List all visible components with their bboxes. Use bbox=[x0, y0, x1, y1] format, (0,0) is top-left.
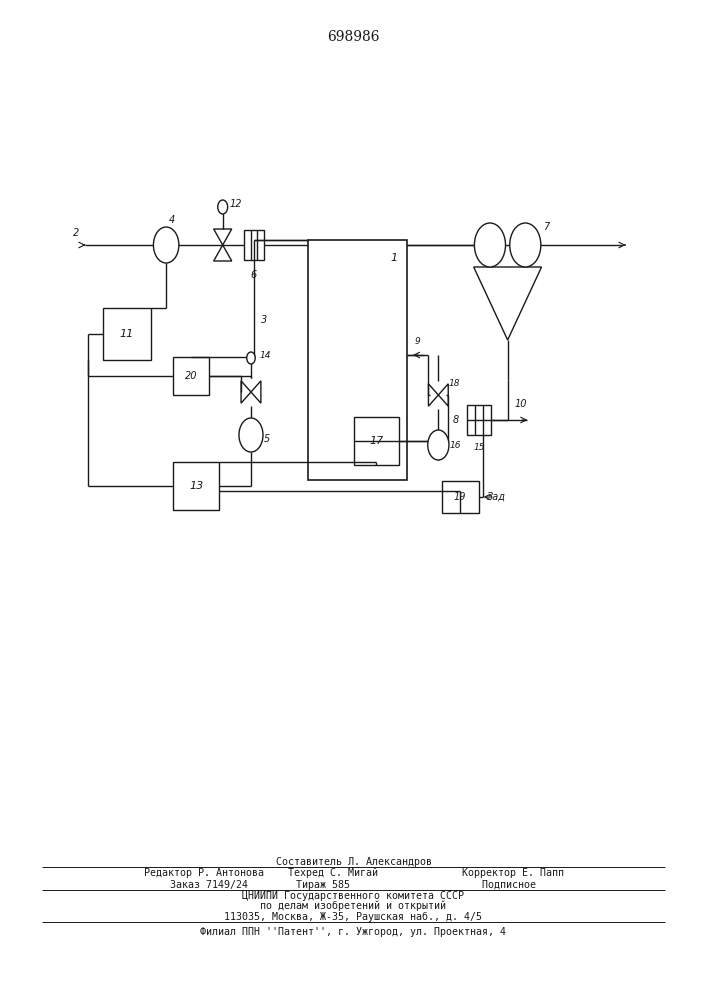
Text: 9: 9 bbox=[414, 338, 420, 347]
Circle shape bbox=[510, 223, 541, 267]
Bar bbox=[467, 405, 491, 435]
Text: Составитель Л. Александров: Составитель Л. Александров bbox=[276, 857, 431, 867]
Text: Заказ 7149/24        Тираж 585                      Подписное: Заказ 7149/24 Тираж 585 Подписное bbox=[170, 880, 537, 890]
Text: Зад: Зад bbox=[487, 492, 506, 502]
Text: 14: 14 bbox=[259, 352, 271, 360]
Text: 1: 1 bbox=[390, 253, 397, 263]
Text: 16: 16 bbox=[450, 441, 461, 450]
Text: 3: 3 bbox=[262, 315, 267, 325]
Bar bbox=[103, 308, 151, 360]
Text: 8: 8 bbox=[453, 415, 459, 425]
Text: 7: 7 bbox=[544, 222, 549, 232]
Text: Филиал ППН ''Патент'', г. Ужгород, ул. Проектная, 4: Филиал ППН ''Патент'', г. Ужгород, ул. П… bbox=[201, 927, 506, 937]
Text: по делам изобретений и открытий: по делам изобретений и открытий bbox=[260, 901, 447, 911]
Text: 2: 2 bbox=[74, 228, 79, 238]
Circle shape bbox=[428, 430, 449, 460]
Bar bbox=[244, 230, 264, 260]
Circle shape bbox=[239, 418, 263, 452]
Circle shape bbox=[247, 352, 255, 364]
Text: 12: 12 bbox=[229, 199, 242, 209]
Bar bbox=[442, 481, 479, 513]
Text: 4: 4 bbox=[169, 215, 175, 225]
Bar bbox=[354, 417, 399, 465]
Text: 5: 5 bbox=[264, 434, 269, 444]
Text: 113035, Москва, Ж-35, Раушская наб., д. 4/5: 113035, Москва, Ж-35, Раушская наб., д. … bbox=[225, 912, 482, 922]
Bar bbox=[173, 462, 219, 510]
Bar bbox=[173, 357, 209, 395]
Circle shape bbox=[218, 200, 228, 214]
Text: ЦНИИПИ Государственного комитета СССР: ЦНИИПИ Государственного комитета СССР bbox=[243, 891, 464, 901]
Text: 19: 19 bbox=[454, 492, 467, 502]
Text: 18: 18 bbox=[448, 378, 460, 387]
Text: Редактор Р. Антонова    Техред С. Мигай              Корректор Е. Папп: Редактор Р. Антонова Техред С. Мигай Кор… bbox=[144, 868, 563, 878]
Text: 10: 10 bbox=[515, 399, 527, 409]
Text: 698986: 698986 bbox=[327, 30, 380, 44]
Circle shape bbox=[153, 227, 179, 263]
Text: 13: 13 bbox=[189, 481, 204, 491]
Text: 20: 20 bbox=[185, 371, 197, 381]
Circle shape bbox=[474, 223, 506, 267]
Text: 15: 15 bbox=[473, 443, 485, 452]
Text: 6: 6 bbox=[251, 270, 257, 280]
Text: 11: 11 bbox=[119, 329, 134, 339]
Bar bbox=[308, 240, 407, 480]
Text: 17: 17 bbox=[369, 436, 384, 446]
